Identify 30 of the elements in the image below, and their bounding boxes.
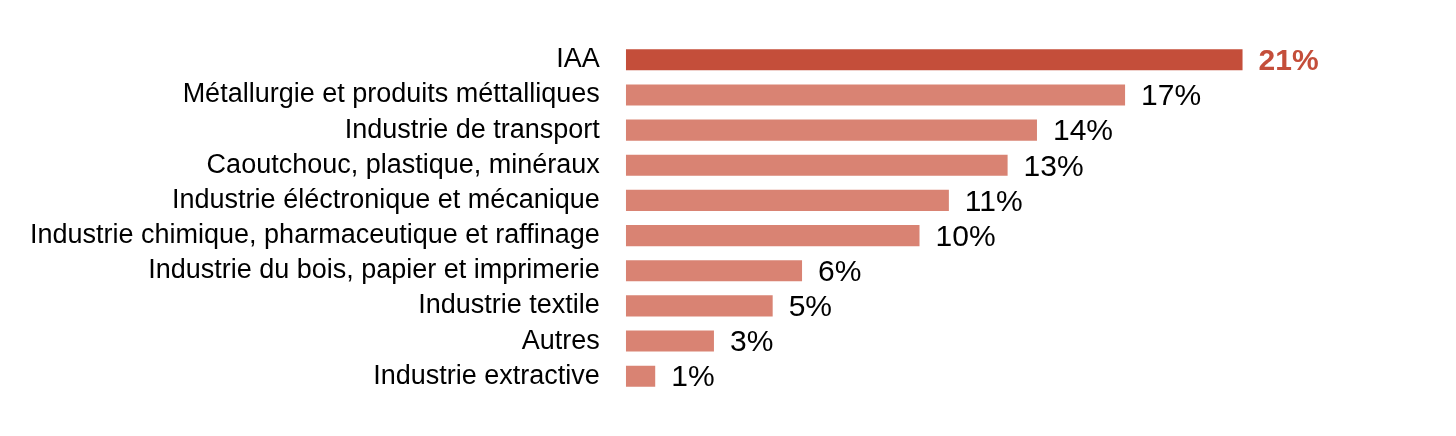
data-label: 14%	[1052, 113, 1114, 147]
bar	[625, 260, 803, 282]
data-label: 3%	[729, 324, 774, 358]
bar	[625, 365, 656, 387]
data-label: 17%	[1141, 78, 1202, 112]
y-tick-label: Industrie éléctronique et mécanique	[172, 183, 600, 214]
y-tick-label: Industrie textile	[418, 289, 600, 320]
data-label: 1%	[671, 359, 715, 393]
bar	[625, 225, 920, 247]
data-label: 10%	[935, 218, 996, 252]
bar	[625, 189, 949, 211]
bar	[625, 49, 1243, 71]
y-tick-label: Caoutchouc, plastique, minéraux	[206, 148, 601, 179]
data-label: 13%	[1023, 148, 1084, 182]
data-label: 11%	[964, 183, 1023, 217]
y-tick-label: Industrie chimique, pharmaceutique et raffinage	[29, 219, 600, 250]
bar	[625, 154, 1008, 176]
bar	[625, 119, 1037, 141]
bar	[625, 84, 1126, 106]
y-tick-label: Industrie extractive	[373, 359, 600, 390]
y-tick-label: IAA	[556, 43, 600, 74]
y-tick-label: Autres	[521, 324, 600, 355]
data-label: 5%	[788, 289, 833, 323]
bar	[625, 330, 714, 352]
y-tick-label: Métallurgie et produits méttalliques	[182, 78, 600, 109]
bar	[625, 295, 773, 317]
y-tick-label: Industrie de transport	[344, 113, 601, 144]
y-tick-label: Industrie du bois, papier et imprimerie	[148, 254, 600, 285]
data-label: 6%	[818, 254, 862, 288]
data-label: 21%	[1258, 43, 1319, 77]
